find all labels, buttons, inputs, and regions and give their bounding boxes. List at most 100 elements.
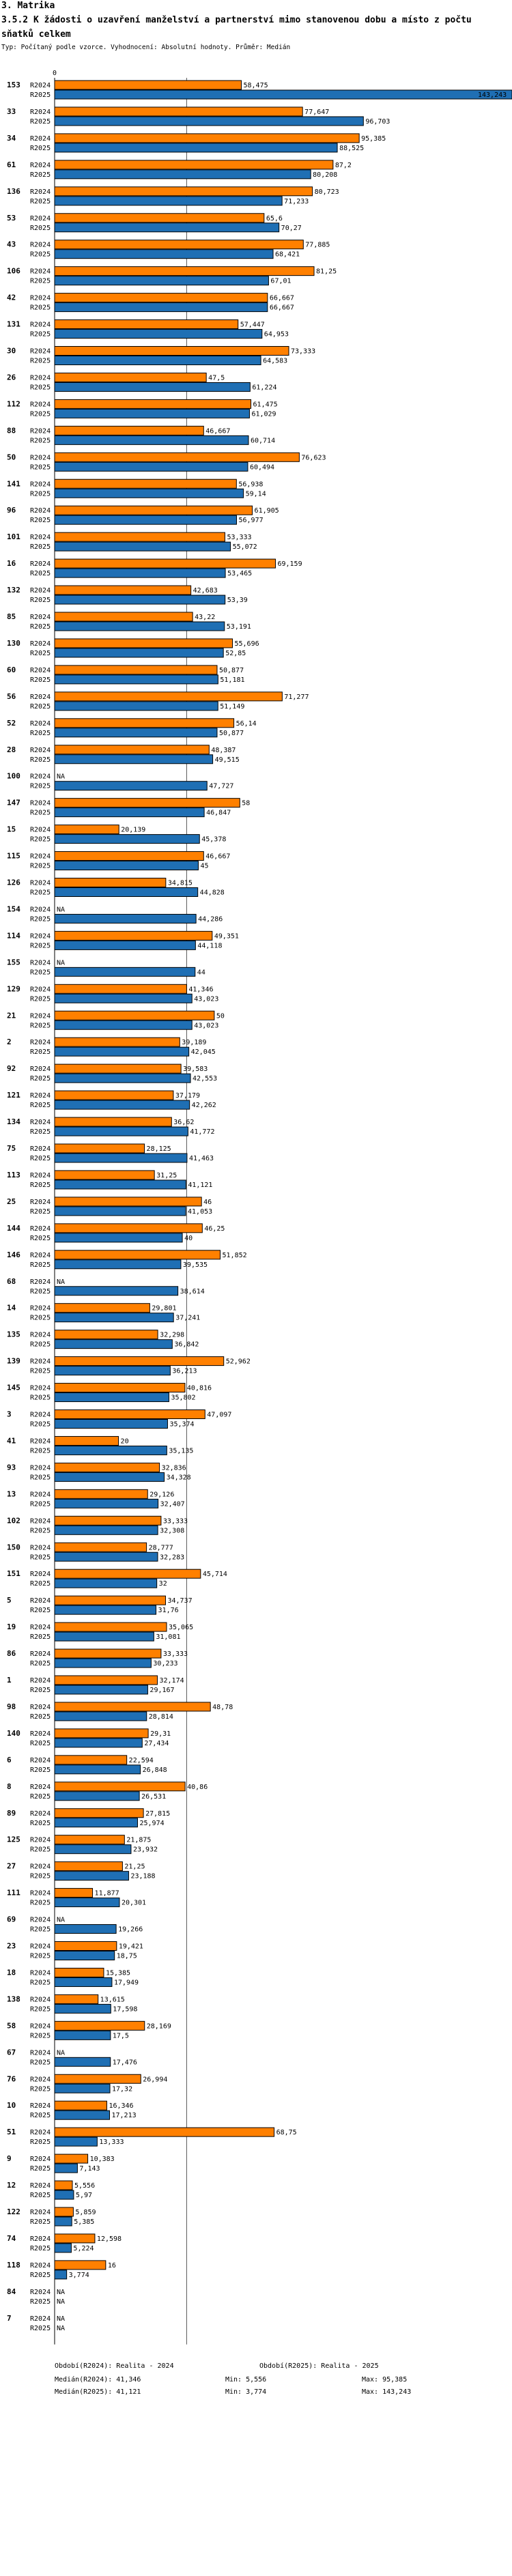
series-label-r2024: R2024 — [30, 720, 51, 728]
bar-r2024 — [54, 691, 283, 702]
value-label-r2025: 47,727 — [209, 783, 233, 790]
na-label-r2024: NA — [57, 2049, 65, 2057]
value-label-r2025: 41,772 — [190, 1128, 214, 1136]
value-label-r2024: 28,169 — [147, 2022, 171, 2030]
series-label-r2025: R2025 — [30, 2192, 51, 2199]
value-label-r2024: 5,859 — [75, 2209, 96, 2216]
value-label-r2025: 55,072 — [233, 543, 257, 551]
category-label: 8 — [7, 1782, 12, 1791]
series-label-r2024: R2024 — [30, 986, 51, 993]
series-label-r2024: R2024 — [30, 1571, 51, 1578]
value-label-r2024: 15,385 — [106, 1969, 130, 1977]
bar-r2025 — [54, 1100, 190, 1110]
series-label-r2024: R2024 — [30, 2262, 51, 2270]
series-label-r2024: R2024 — [30, 1863, 51, 1871]
category-label: 3 — [7, 1410, 12, 1419]
series-label-r2025: R2025 — [30, 1660, 51, 1668]
bar-r2025 — [54, 408, 250, 418]
value-label-r2024: 27,815 — [145, 1810, 170, 1818]
category-label: 154 — [7, 904, 20, 913]
bar-r2024 — [54, 745, 210, 755]
value-label-r2024: 46,667 — [205, 853, 230, 861]
bar-r2024 — [54, 1250, 221, 1260]
category-label: 145 — [7, 1384, 20, 1392]
series-label-r2025: R2025 — [30, 1846, 51, 1854]
series-label-r2024: R2024 — [30, 1437, 51, 1445]
series-label-r2025: R2025 — [30, 783, 51, 790]
section-heading: 3. Matrika — [1, 1, 55, 11]
value-label-r2024: 33,333 — [163, 1517, 188, 1525]
category-label: 27 — [7, 1862, 16, 1871]
series-label-r2025: R2025 — [30, 1447, 51, 1455]
series-label-r2024: R2024 — [30, 1996, 51, 2003]
value-label-r2024: 26,994 — [143, 2076, 167, 2083]
category-label: 84 — [7, 2287, 16, 2296]
category-label: 93 — [7, 1463, 16, 1472]
bar-r2024 — [54, 1888, 94, 1898]
value-label-r2025: 37,241 — [175, 1315, 200, 1322]
series-label-r2025: R2025 — [30, 915, 51, 923]
category-label: 129 — [7, 984, 20, 993]
category-label: 12 — [7, 2181, 16, 2190]
bar-r2024 — [54, 186, 313, 197]
value-label-r2025: 56,977 — [239, 517, 264, 524]
value-label-r2024: 28,777 — [149, 1544, 173, 1551]
bar-r2025 — [54, 1126, 188, 1136]
footer-median-1: Medián(R2025): 41,121 — [55, 2388, 141, 2396]
value-label-r2025: 18,75 — [117, 1953, 137, 1960]
category-label: 43 — [7, 240, 16, 249]
value-label-r2025: 32,283 — [160, 1554, 184, 1561]
value-label-r2025: 53,39 — [227, 597, 248, 604]
category-label: 132 — [7, 586, 20, 595]
bar-r2025 — [54, 1392, 169, 1403]
bar-r2025 — [54, 1366, 171, 1376]
category-label: 15 — [7, 825, 16, 834]
value-label-r2024: 47,097 — [207, 1412, 231, 1419]
value-label-r2024: 50 — [216, 1012, 225, 1020]
category-label: 76 — [7, 2074, 16, 2083]
bar-r2025 — [54, 2270, 68, 2280]
na-label-r2024: NA — [57, 1917, 65, 1924]
value-label-r2024: 57,447 — [240, 321, 265, 329]
series-label-r2024: R2024 — [30, 1969, 51, 1977]
bar-r2024 — [54, 1409, 205, 1419]
series-label-r2025: R2025 — [30, 836, 51, 844]
bar-r2024 — [54, 1489, 148, 1499]
value-label-r2024: 40,816 — [187, 1385, 212, 1392]
value-label-r2024: 80,723 — [315, 188, 339, 196]
value-label-r2024: 50,877 — [219, 667, 244, 674]
category-label: 10 — [7, 2101, 16, 2110]
category-label: 122 — [7, 2207, 20, 2216]
category-label: 68 — [7, 1277, 16, 1286]
bar-r2025 — [54, 1924, 117, 1934]
footer-max-1: Max: 143,243 — [362, 2388, 411, 2396]
value-label-r2024: 36,62 — [173, 1119, 194, 1126]
category-label: 26 — [7, 373, 16, 382]
value-label-r2024: 45,714 — [203, 1571, 227, 1578]
series-label-r2025: R2025 — [30, 543, 51, 551]
series-label-r2025: R2025 — [30, 863, 51, 870]
value-label-r2025: 64,583 — [263, 358, 287, 365]
value-label-r2025: 17,476 — [113, 2059, 137, 2066]
series-label-r2024: R2024 — [30, 932, 51, 940]
bar-r2024 — [54, 1010, 215, 1020]
bar-r2025 — [54, 1898, 120, 1908]
series-label-r2025: R2025 — [30, 650, 51, 657]
bar-r2025 — [54, 1472, 165, 1482]
value-label-r2025: 13,333 — [99, 2138, 124, 2146]
bar-r2024 — [54, 2180, 73, 2190]
bar-r2025 — [54, 2243, 72, 2253]
series-label-r2024: R2024 — [30, 162, 51, 169]
category-label: 146 — [7, 1250, 20, 1259]
category-label: 98 — [7, 1702, 16, 1711]
value-label-r2024: 32,836 — [162, 1464, 186, 1472]
category-label: 141 — [7, 479, 20, 488]
bar-r2025 — [54, 595, 226, 605]
value-label-r2025: 31,76 — [158, 1607, 179, 1614]
series-label-r2025: R2025 — [30, 1022, 51, 1029]
value-label-r2024: 68,75 — [276, 2129, 297, 2136]
series-label-r2024: R2024 — [30, 2102, 51, 2110]
bar-r2024 — [54, 2153, 89, 2164]
series-label-r2024: R2024 — [30, 2235, 51, 2243]
